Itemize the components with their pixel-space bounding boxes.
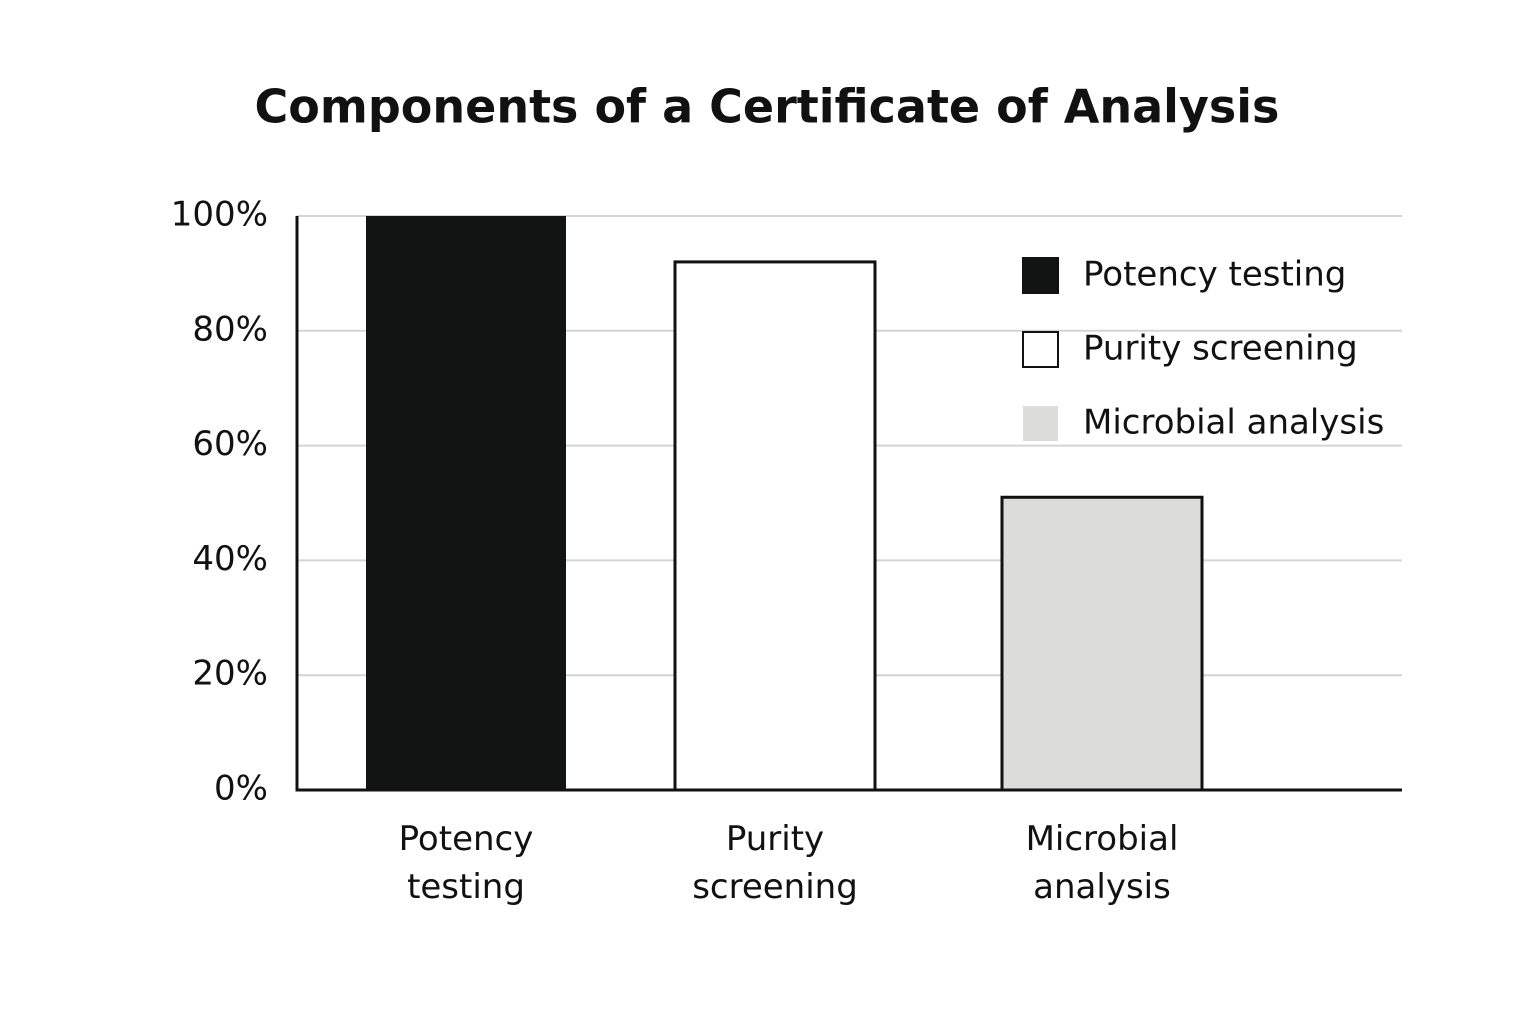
x-tick-label-line: Purity <box>726 819 824 859</box>
x-tick-label: Potency testing <box>399 819 534 907</box>
y-tick-label: 100% <box>171 195 268 235</box>
x-tick-label-line: testing <box>407 867 525 907</box>
y-tick-label: 20% <box>192 654 268 694</box>
x-tick-label: Purity screening <box>692 819 858 907</box>
bar <box>366 216 566 790</box>
bar <box>1000 495 1204 792</box>
legend-swatch <box>1023 406 1058 441</box>
y-tick-label: 40% <box>192 539 268 579</box>
x-tick-label-line: Potency <box>399 819 534 859</box>
legend-swatch <box>1022 331 1059 368</box>
chart-title: Components of a Certificate of Analysis <box>255 80 1280 134</box>
y-tick-label: 0% <box>214 769 268 809</box>
y-tick-label: 60% <box>192 424 268 464</box>
legend-label: Purity screening <box>1083 329 1358 369</box>
x-tick-label-line: analysis <box>1033 867 1171 907</box>
x-tick-label-line: Microbial <box>1026 819 1179 859</box>
x-tick-label: Microbial analysis <box>1026 819 1179 907</box>
legend-label: Potency testing <box>1083 255 1346 295</box>
legend-swatch <box>1022 257 1059 294</box>
x-tick-label-line: screening <box>692 867 858 907</box>
y-tick-label: 80% <box>192 309 268 349</box>
bar <box>673 260 877 792</box>
legend-label: Microbial analysis <box>1083 403 1384 443</box>
